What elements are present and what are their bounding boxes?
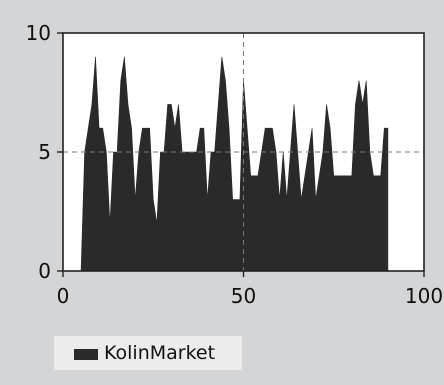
legend: KolinMarket: [54, 336, 242, 370]
y-tick-label: 10: [26, 21, 51, 45]
x-tick-label: 0: [57, 284, 70, 308]
y-tick-label: 0: [38, 259, 51, 283]
area-series-0: [80, 56, 389, 272]
legend-swatch: [74, 348, 98, 360]
y-tick-label: 5: [38, 140, 51, 164]
legend-label: KolinMarket: [104, 342, 216, 364]
x-tick-label: 100: [405, 284, 443, 308]
x-tick-label: 50: [231, 284, 256, 308]
